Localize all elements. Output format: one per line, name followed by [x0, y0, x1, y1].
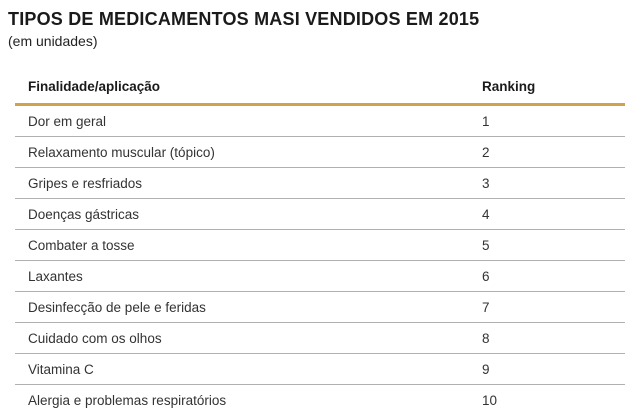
- cell-ranking: 6: [482, 260, 625, 292]
- table-header-row: Finalidade/aplicação Ranking: [15, 69, 625, 106]
- table-row: Dor em geral 1: [15, 104, 625, 137]
- column-header-ranking: Ranking: [482, 69, 625, 106]
- cell-ranking: 7: [482, 291, 625, 323]
- table-row: Laxantes 6: [15, 260, 625, 292]
- cell-ranking: 4: [482, 198, 625, 230]
- cell-ranking: 1: [482, 104, 625, 137]
- cell-finalidade: Gripes e resfriados: [15, 167, 482, 199]
- cell-finalidade: Vitamina C: [15, 353, 482, 385]
- page-subtitle: (em unidades): [8, 33, 98, 49]
- table-row: Gripes e resfriados 3: [15, 167, 625, 199]
- table-row: Combater a tosse 5: [15, 229, 625, 261]
- table-row: Doenças gástricas 4: [15, 198, 625, 230]
- table-row: Cuidado com os olhos 8: [15, 322, 625, 354]
- cell-finalidade: Doenças gástricas: [15, 198, 482, 230]
- table-row: Alergia e problemas respiratórios 10: [15, 384, 625, 410]
- cell-ranking: 8: [482, 322, 625, 354]
- page-title: TIPOS DE MEDICAMENTOS MASI VENDIDOS EM 2…: [8, 9, 480, 29]
- cell-ranking: 10: [482, 384, 625, 410]
- cell-ranking: 5: [482, 229, 625, 261]
- cell-ranking: 3: [482, 167, 625, 199]
- cell-finalidade: Dor em geral: [15, 104, 482, 137]
- cell-ranking: 9: [482, 353, 625, 385]
- cell-finalidade: Cuidado com os olhos: [15, 322, 482, 354]
- table-row: Desinfecção de pele e feridas 7: [15, 291, 625, 323]
- cell-finalidade: Laxantes: [15, 260, 482, 292]
- column-header-finalidade: Finalidade/aplicação: [15, 69, 482, 106]
- table-body: Dor em geral 1 Relaxamento muscular (tópic…: [15, 104, 625, 410]
- cell-finalidade: Alergia e problemas respiratórios: [15, 384, 482, 410]
- cell-finalidade: Relaxamento muscular (tópico): [15, 136, 482, 168]
- cell-finalidade: Desinfecção de pele e feridas: [15, 291, 482, 323]
- table-row: Relaxamento muscular (tópico) 2: [15, 136, 625, 168]
- ranking-table: Finalidade/aplicação Ranking Dor em gera…: [15, 69, 625, 410]
- cell-finalidade: Combater a tosse: [15, 229, 482, 261]
- cell-ranking: 2: [482, 136, 625, 168]
